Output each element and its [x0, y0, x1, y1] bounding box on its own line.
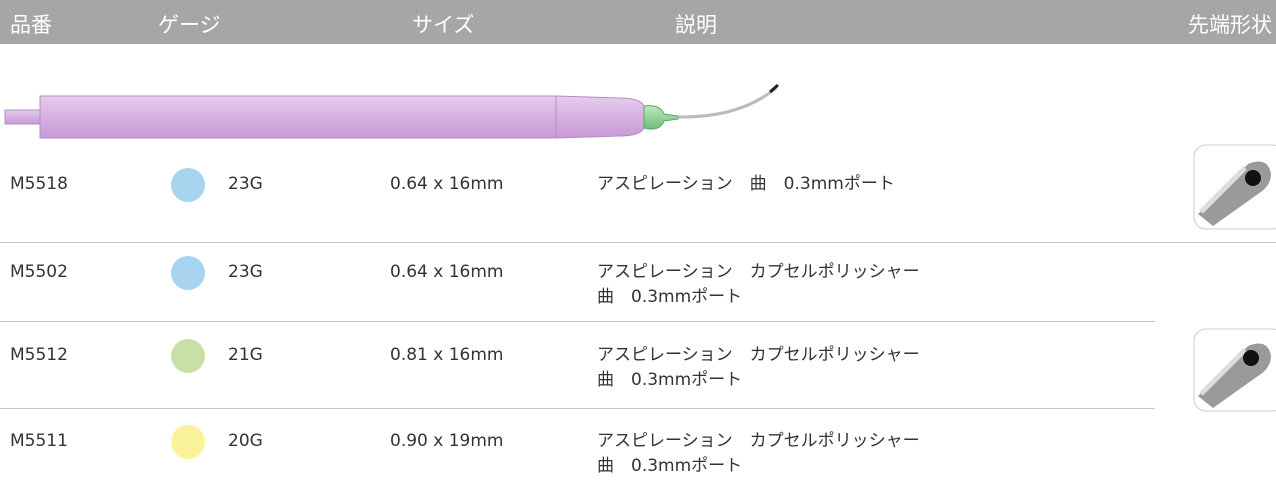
column-header: 説明 [675, 13, 717, 37]
gauge: 23G [228, 174, 263, 194]
instrument-illustration [4, 83, 779, 139]
row-separator [0, 408, 1155, 409]
tip-image [1193, 328, 1276, 412]
gauge-dot [171, 168, 205, 202]
product-code: M5518 [10, 174, 68, 194]
gauge-dot [171, 256, 205, 290]
description: アスピレーション カプセルポリッシャー [597, 262, 920, 282]
tip-image [1193, 144, 1276, 230]
description: アスピレーション カプセルポリッシャー [597, 431, 920, 451]
column-header: ゲージ [158, 13, 221, 37]
row-separator [0, 242, 1276, 243]
gauge-dot [171, 339, 205, 373]
gauge: 23G [228, 262, 263, 282]
size: 0.64 x 16mm [390, 174, 504, 194]
row-separator [0, 321, 1155, 322]
description: 曲 0.3mmポート [597, 456, 743, 476]
product-code: M5511 [10, 431, 68, 451]
gauge: 21G [228, 345, 263, 365]
product-code: M5512 [10, 345, 68, 365]
gauge-dot [171, 425, 205, 459]
gauge: 20G [228, 431, 263, 451]
column-header: 先端形状 [1188, 13, 1272, 37]
column-header: 品番 [10, 13, 52, 37]
description: アスピレーション カプセルポリッシャー [597, 345, 920, 365]
product-code: M5502 [10, 262, 68, 282]
description: 曲 0.3mmポート [597, 287, 743, 307]
size: 0.90 x 19mm [390, 431, 504, 451]
column-header: サイズ [412, 13, 475, 37]
description: アスピレーション 曲 0.3mmポート [597, 174, 895, 194]
size: 0.81 x 16mm [390, 345, 504, 365]
header-bar: 品番 ゲージ サイズ 説明 先端形状 [0, 0, 1276, 44]
description: 曲 0.3mmポート [597, 370, 743, 390]
size: 0.64 x 16mm [390, 262, 504, 282]
